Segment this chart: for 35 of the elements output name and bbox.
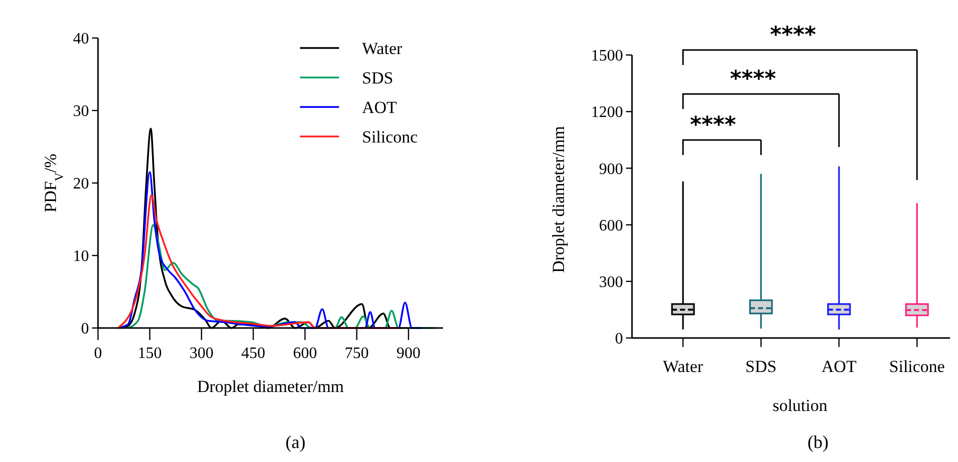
- legend-label: SDS: [362, 68, 394, 88]
- y-tick-label: 1200: [591, 104, 623, 122]
- y-tick-label: 0: [81, 320, 89, 338]
- y-tick-label: 10: [73, 248, 89, 266]
- x-tick-label: 150: [138, 345, 162, 362]
- x-axis-title: Droplet diameter/mm: [197, 377, 344, 396]
- annotation: ****: [730, 67, 776, 92]
- legend-label: Siliconc: [362, 127, 418, 146]
- y-tick-label: 20: [73, 176, 89, 193]
- y-tick-label: 900: [599, 160, 623, 178]
- x-tick-label: 300: [190, 345, 214, 362]
- legend-label: Water: [362, 38, 402, 58]
- x-tick-label: 0: [94, 345, 102, 362]
- line-series: [117, 194, 403, 329]
- x-tick-label: 600: [293, 345, 317, 362]
- x-tick-label: 450: [241, 345, 266, 362]
- y-tick-label: 1500: [591, 48, 623, 65]
- y-tick-label: 40: [73, 30, 89, 48]
- x-tick-label: SDS: [745, 357, 777, 376]
- y-tick-label: 0: [615, 330, 623, 348]
- x-tick-label: Silicone: [889, 357, 945, 376]
- y-tick-label: 600: [599, 217, 623, 234]
- text: ****: [770, 23, 816, 48]
- annotation: ****: [690, 113, 736, 138]
- x-tick-label: Water: [662, 357, 704, 376]
- y-axis-title: Droplet diameter/mm: [549, 126, 568, 273]
- x-tick-label: AOT: [822, 357, 858, 376]
- x-tick-label: 750: [344, 345, 369, 362]
- x-axis-title: solution: [772, 396, 828, 415]
- x-tick-label: 900: [396, 345, 420, 362]
- legend-label: AOT: [362, 98, 398, 117]
- text: (b): [808, 432, 828, 452]
- y-tick-label: 300: [599, 274, 623, 291]
- text: (a): [286, 432, 306, 452]
- y-tick-label: 30: [73, 103, 89, 120]
